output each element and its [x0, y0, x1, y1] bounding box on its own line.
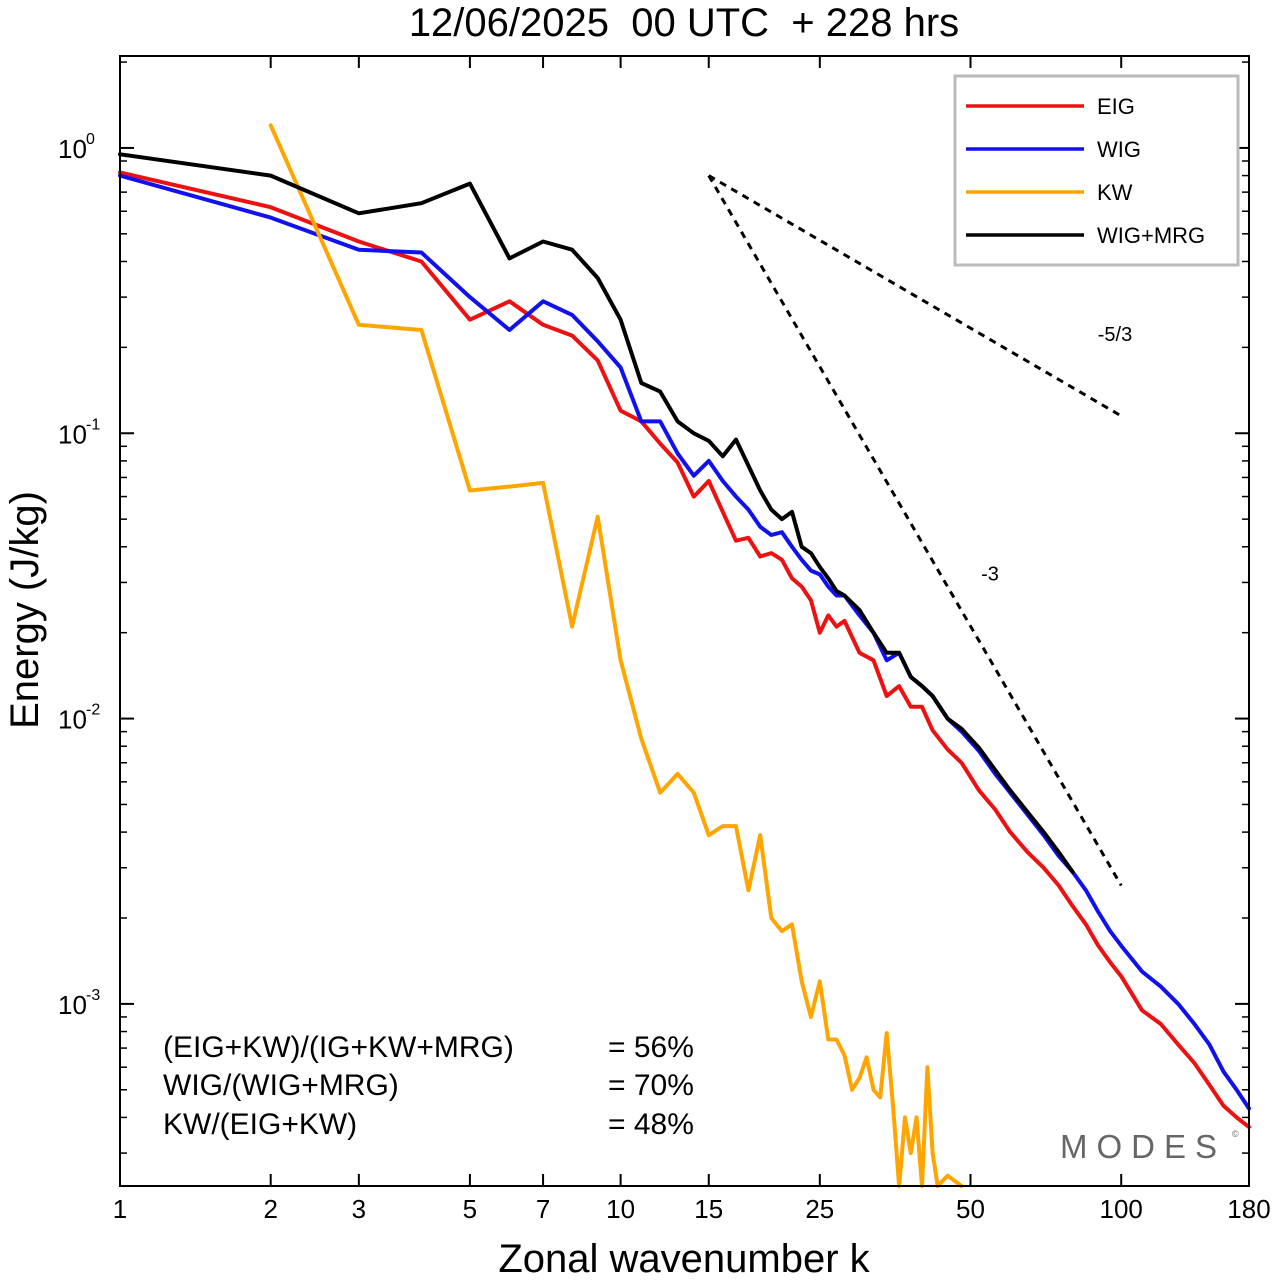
modes-watermark: MODES: [1060, 1128, 1226, 1165]
x-tick-label: 25: [805, 1194, 834, 1224]
slope-label: -3: [981, 564, 999, 586]
axis-ticks: [119, 56, 1250, 1186]
x-tick-label: 15: [694, 1194, 723, 1224]
x-tick-label: 5: [463, 1194, 477, 1224]
series-line-wig-mrg: [118, 152, 1075, 874]
stat-value: = 48%: [608, 1108, 694, 1141]
y-tick-label: 10: [58, 419, 87, 449]
x-tick-label: 1: [113, 1194, 127, 1224]
ratio-stats: (EIG+KW)/(IG+KW+MRG) = 56% WIG/(WIG+MRG)…: [163, 1031, 694, 1141]
series-line-wig: [118, 173, 1251, 1111]
series-lines: [118, 123, 1251, 1188]
plot-frame: [119, 55, 1250, 1187]
y-tick-exponent: -2: [86, 702, 100, 719]
y-tick-label: 10: [58, 990, 87, 1020]
modes-copyright-mark: ©: [1232, 1129, 1239, 1139]
series-line-eig: [118, 170, 1251, 1130]
stat-label: KW/(EIG+KW): [163, 1108, 357, 1141]
y-tick-exponent: -3: [86, 987, 100, 1004]
x-tick-label: 50: [956, 1194, 985, 1224]
y-tick-exponent: -1: [86, 416, 100, 433]
stat-label: (EIG+KW)/(IG+KW+MRG): [163, 1031, 514, 1064]
x-tick-label: 3: [352, 1194, 366, 1224]
legend-entries: EIG WIG KW WIG+MRG: [966, 94, 1205, 248]
legend-label: WIG: [1097, 137, 1141, 162]
x-tick-label: 7: [536, 1194, 550, 1224]
x-tick-label: 180: [1227, 1194, 1270, 1224]
legend-label: WIG+MRG: [1097, 223, 1205, 248]
reference-slope-lines: -5/3 -3: [707, 174, 1132, 887]
y-tick-label: 10: [58, 134, 87, 164]
x-tick-label: 10: [606, 1194, 635, 1224]
series-line-kw: [268, 123, 964, 1188]
reference-slope-line: [708, 174, 1122, 418]
x-axis-label: Zonal wavenumber k: [498, 1237, 870, 1281]
y-tick-exponent: 0: [86, 131, 95, 148]
chart-title: 12/06/2025 00 UTC + 228 hrs: [409, 1, 959, 45]
legend: EIG WIG KW WIG+MRG: [953, 74, 1240, 267]
reference-slope-line: [707, 174, 1123, 887]
stat-label: WIG/(WIG+MRG): [163, 1069, 399, 1102]
slope-label: -5/3: [1098, 324, 1132, 346]
legend-label: EIG: [1097, 94, 1135, 119]
stat-value: = 70%: [608, 1069, 694, 1102]
legend-label: KW: [1097, 180, 1133, 205]
x-tick-label: 100: [1100, 1194, 1143, 1224]
x-tick-label: 2: [263, 1194, 277, 1224]
y-axis-label: Energy (J/kg): [3, 491, 47, 729]
stat-value: = 56%: [608, 1031, 694, 1064]
y-tick-label: 10: [58, 705, 87, 735]
